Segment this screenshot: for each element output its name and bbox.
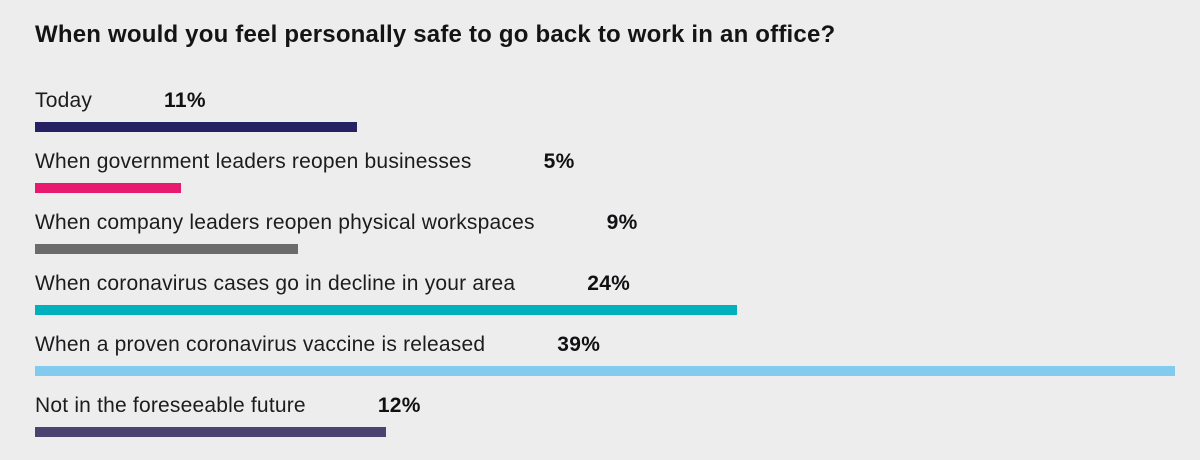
bar-rows-container: Today 11% When government leaders reopen… [35, 88, 1175, 437]
bar-row-company-reopen: When company leaders reopen physical wor… [35, 210, 1175, 254]
bar-row-vaccine-released: When a proven coronavirus vaccine is rel… [35, 332, 1175, 376]
value-label: 24% [587, 272, 631, 295]
category-label: When a proven coronavirus vaccine is rel… [35, 333, 486, 356]
bar-row-cases-decline: When coronavirus cases go in decline in … [35, 271, 1175, 315]
bar [35, 122, 357, 132]
bar-track [35, 244, 1175, 254]
category-label: When company leaders reopen physical wor… [35, 211, 535, 234]
row-line: Not in the foreseeable future 12% [35, 393, 1175, 419]
bar-row-government-reopen: When government leaders reopen businesse… [35, 149, 1175, 193]
value-label: 11% [164, 89, 206, 112]
bar [35, 305, 737, 315]
row-line: Today 11% [35, 88, 1175, 114]
row-line: When company leaders reopen physical wor… [35, 210, 1175, 236]
row-line: When coronavirus cases go in decline in … [35, 271, 1175, 297]
category-label: Not in the foreseeable future [35, 394, 306, 417]
bar [35, 366, 1175, 376]
value-label: 39% [557, 333, 601, 356]
value-label: 12% [377, 394, 421, 417]
bar-row-not-foreseeable: Not in the foreseeable future 12% [35, 393, 1175, 437]
value-label: 5% [543, 150, 575, 173]
bar-track [35, 122, 1175, 132]
bar [35, 183, 182, 193]
row-line: When a proven coronavirus vaccine is rel… [35, 332, 1175, 358]
bar-track [35, 183, 1175, 193]
bar [35, 244, 299, 254]
row-line: When government leaders reopen businesse… [35, 149, 1175, 175]
bar-row-today: Today 11% [35, 88, 1175, 132]
category-label: Today [35, 89, 93, 112]
bar-track [35, 305, 1175, 315]
bar-track [35, 366, 1175, 376]
value-label: 9% [606, 211, 638, 234]
bar [35, 427, 386, 437]
chart-title: When would you feel personally safe to g… [35, 21, 836, 48]
bar-track [35, 427, 1175, 437]
category-label: When coronavirus cases go in decline in … [35, 272, 516, 295]
category-label: When government leaders reopen businesse… [35, 150, 472, 173]
